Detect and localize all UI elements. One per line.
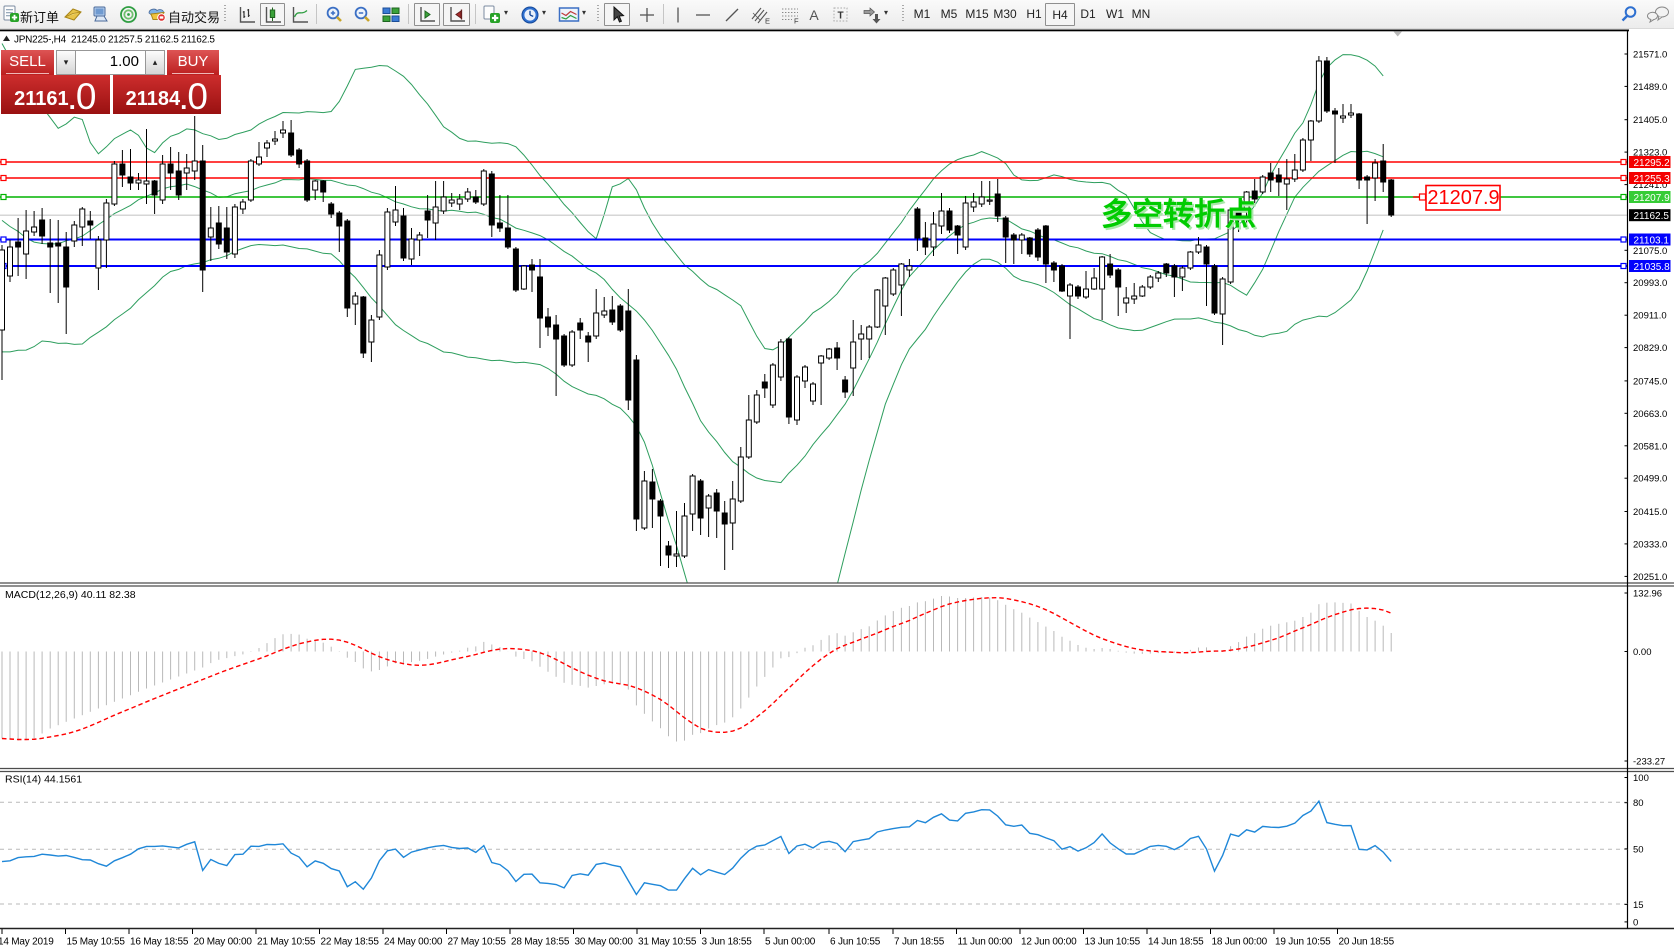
svg-text:21103.1: 21103.1: [1634, 236, 1670, 247]
svg-text:19 Jun 10:55: 19 Jun 10:55: [1275, 937, 1331, 948]
svg-text:0: 0: [1633, 917, 1638, 928]
svg-text:21489.0: 21489.0: [1633, 82, 1667, 93]
svg-text:20415.0: 20415.0: [1633, 507, 1667, 518]
svg-text:多空转折点: 多空转折点: [1101, 197, 1256, 232]
svg-text:100: 100: [1633, 773, 1649, 784]
svg-text:20 Jun 18:55: 20 Jun 18:55: [1339, 937, 1395, 948]
svg-text:20251.0: 20251.0: [1633, 572, 1667, 583]
svg-text:24 May 00:00: 24 May 00:00: [384, 937, 443, 948]
svg-text:20 May 00:00: 20 May 00:00: [194, 937, 253, 948]
svg-text:15: 15: [1633, 900, 1644, 911]
svg-text:22 May 18:55: 22 May 18:55: [321, 937, 380, 948]
svg-text:21255.3: 21255.3: [1634, 174, 1671, 185]
svg-text:21323.0: 21323.0: [1633, 148, 1667, 159]
svg-text:20581.0: 20581.0: [1633, 441, 1667, 452]
svg-text:6 Jun 10:55: 6 Jun 10:55: [830, 937, 881, 948]
svg-text:12 Jun 00:00: 12 Jun 00:00: [1021, 937, 1077, 948]
svg-text:20499.0: 20499.0: [1633, 474, 1667, 485]
svg-text:20745.0: 20745.0: [1633, 376, 1667, 387]
svg-text:132.96: 132.96: [1633, 589, 1662, 600]
svg-text:15 May 10:55: 15 May 10:55: [67, 937, 126, 948]
svg-text:5 Jun 00:00: 5 Jun 00:00: [765, 937, 816, 948]
svg-text:18 Jun 00:00: 18 Jun 00:00: [1212, 937, 1268, 948]
svg-text:11 Jun 00:00: 11 Jun 00:00: [958, 937, 1013, 948]
svg-text:21075.0: 21075.0: [1633, 246, 1667, 257]
svg-text:20663.0: 20663.0: [1633, 409, 1667, 420]
svg-text:21 May 10:55: 21 May 10:55: [257, 937, 316, 948]
svg-text:JPN225-,H4 21245.0 21257.5 21: JPN225-,H4 21245.0 21257.5 21162.5 21162…: [14, 35, 215, 46]
svg-text:0.00: 0.00: [1633, 647, 1652, 658]
svg-text:RSI(14) 44.1561: RSI(14) 44.1561: [5, 774, 82, 786]
svg-text:20333.0: 20333.0: [1633, 539, 1667, 550]
svg-text:14 Jun 18:55: 14 Jun 18:55: [1148, 937, 1204, 948]
svg-text:E: E: [765, 16, 770, 25]
svg-text:21405.0: 21405.0: [1633, 115, 1667, 126]
svg-text:21207.9: 21207.9: [1427, 187, 1499, 209]
svg-text:T: T: [838, 10, 844, 21]
svg-text:31 May 10:55: 31 May 10:55: [638, 937, 697, 948]
svg-text:20911.0: 20911.0: [1633, 311, 1667, 322]
svg-text:21207.9: 21207.9: [1634, 193, 1671, 204]
svg-text:3 Jun 18:55: 3 Jun 18:55: [702, 937, 753, 948]
svg-text:F: F: [794, 16, 799, 25]
svg-text:13 Jun 10:55: 13 Jun 10:55: [1085, 937, 1141, 948]
svg-text:21241.0: 21241.0: [1633, 180, 1667, 191]
svg-text:14 May 2019: 14 May 2019: [0, 937, 54, 948]
svg-text:21162.5: 21162.5: [1634, 211, 1670, 222]
svg-text:16 May 18:55: 16 May 18:55: [130, 937, 189, 948]
svg-text:27 May 10:55: 27 May 10:55: [448, 937, 507, 948]
svg-text:21035.8: 21035.8: [1634, 262, 1671, 273]
svg-text:MACD(12,26,9) 40.11 82.38: MACD(12,26,9) 40.11 82.38: [5, 589, 136, 601]
svg-text:50: 50: [1633, 844, 1644, 855]
svg-text:80: 80: [1633, 798, 1644, 809]
svg-text:20993.0: 20993.0: [1633, 278, 1667, 289]
svg-text:21571.0: 21571.0: [1633, 50, 1667, 61]
svg-text:-233.27: -233.27: [1633, 757, 1665, 768]
svg-text:28 May 18:55: 28 May 18:55: [511, 937, 570, 948]
svg-text:21295.2: 21295.2: [1634, 158, 1671, 169]
svg-text:20829.0: 20829.0: [1633, 343, 1667, 354]
svg-text:30 May 00:00: 30 May 00:00: [575, 937, 634, 948]
svg-text:7 Jun 18:55: 7 Jun 18:55: [894, 937, 945, 948]
